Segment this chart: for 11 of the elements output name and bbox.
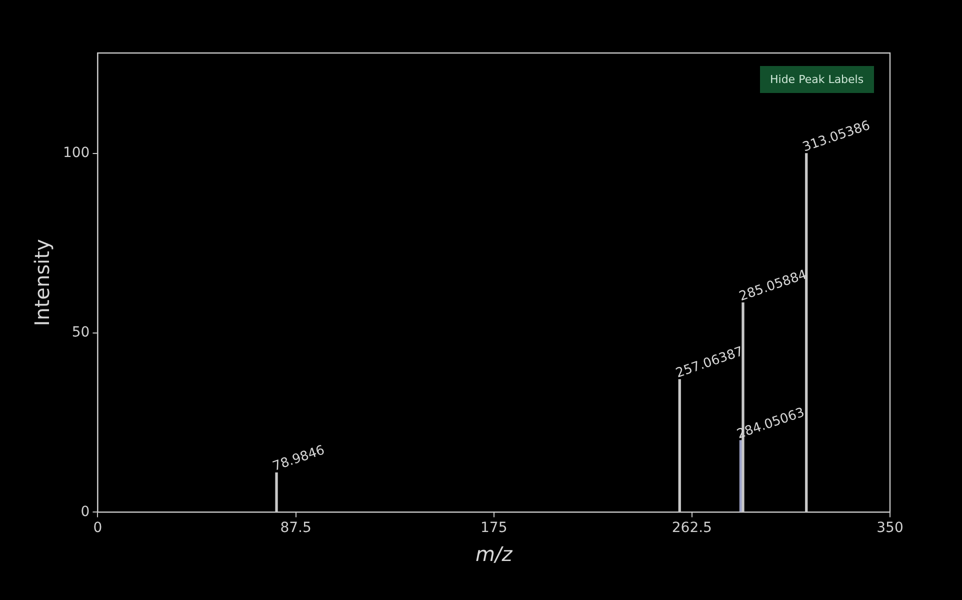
y-axis-title: Intensity — [30, 238, 54, 326]
x-tick-label: 0 — [93, 520, 102, 536]
y-tick-label: 100 — [62, 145, 90, 162]
y-tick-label: 0 — [80, 504, 90, 520]
x-tick-label: 350 — [876, 520, 904, 536]
x-tick-label: 175 — [480, 520, 508, 536]
x-axis-title: m/z — [476, 542, 513, 566]
x-tick-label: 87.5 — [280, 520, 312, 536]
x-tick-label: 262.5 — [672, 520, 712, 536]
y-tick-label: 50 — [72, 324, 90, 340]
hide-labels-button[interactable]: Hide Peak Labels — [760, 66, 874, 93]
